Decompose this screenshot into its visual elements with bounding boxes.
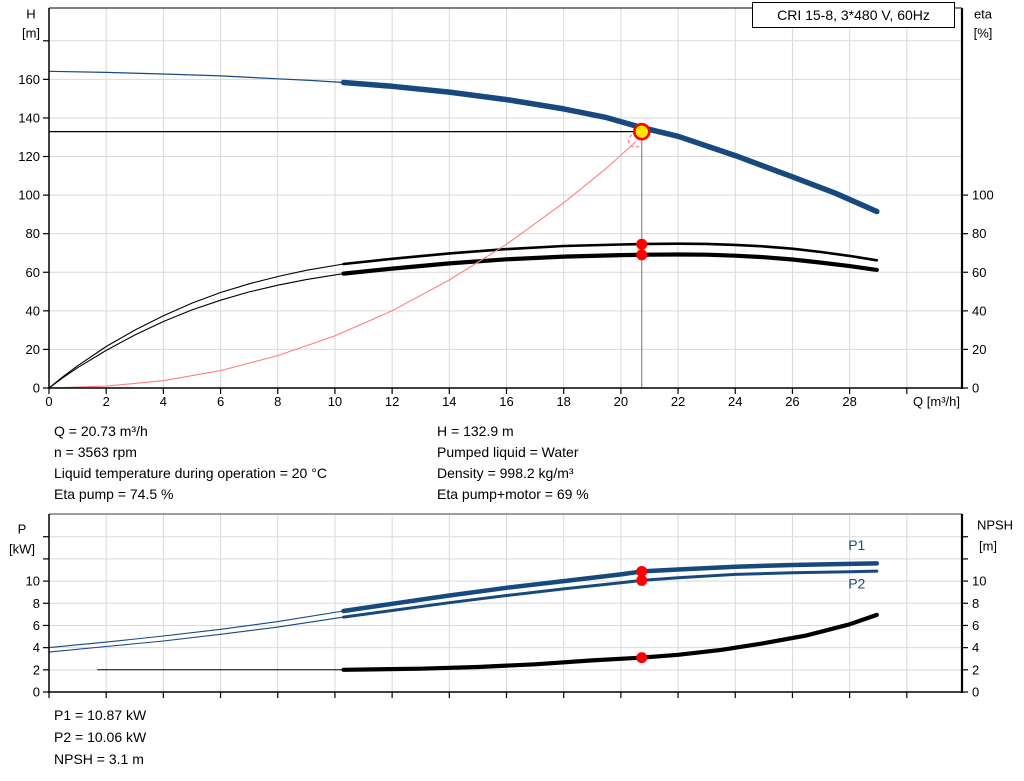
x-tick-label: 16 xyxy=(499,394,513,409)
x-tick-label: 18 xyxy=(556,394,570,409)
p2-curve xyxy=(342,569,879,619)
y-left-tick-label: 10 xyxy=(26,574,40,589)
p1-label: P1 xyxy=(848,537,865,553)
duty-info-left: Q = 20.73 m³/h n = 3563 rpm Liquid tempe… xyxy=(54,421,327,505)
x-tick-label: 14 xyxy=(442,394,456,409)
x-tick-label: 4 xyxy=(160,394,167,409)
y-left-tick-label: 0 xyxy=(33,381,40,396)
pump-type-box: CRI 15-8, 3*480 V, 60Hz xyxy=(752,2,955,28)
duty-info-right: H = 132.9 m Pumped liquid = Water Densit… xyxy=(437,421,589,505)
duty-point[interactable] xyxy=(632,122,651,141)
info-p2: P2 = 10.06 kW xyxy=(54,729,147,745)
left-axis-title: H xyxy=(26,7,35,22)
x-tick-label: 20 xyxy=(614,394,628,409)
eta-pump-curve xyxy=(342,242,879,266)
p1-curve xyxy=(48,610,345,649)
y-left-tick-label: 0 xyxy=(33,685,40,700)
y-left-tick-label: 40 xyxy=(26,303,40,318)
right-axis-title: eta xyxy=(974,7,993,22)
system-duty-circle xyxy=(627,133,643,148)
y-left-tick-label: 6 xyxy=(33,618,40,633)
x-tick-label: 10 xyxy=(328,394,342,409)
eta-pump-motor-curve xyxy=(48,273,345,389)
y-right-tick-label: 60 xyxy=(972,265,986,280)
p2-curve xyxy=(48,616,345,653)
y-right-tick-label: 100 xyxy=(972,188,994,203)
y-right-tick-label: 6 xyxy=(972,618,979,633)
y-left-tick-label: 100 xyxy=(18,188,40,203)
info-flow: Q = 20.73 m³/h xyxy=(54,423,148,439)
y-right-tick-label: 8 xyxy=(972,596,979,611)
p1-point xyxy=(636,565,648,577)
y-left-tick-label: 120 xyxy=(18,149,40,164)
y-right-tick-label: 40 xyxy=(972,303,986,318)
y-right-tick-label: 0 xyxy=(972,685,979,700)
pump-type-label: CRI 15-8, 3*480 V, 60Hz xyxy=(777,7,930,23)
left-axis-unit: [m] xyxy=(22,26,40,41)
y-right-tick-label: 0 xyxy=(972,381,979,396)
right-axis-unit: [m] xyxy=(979,539,997,554)
head-curve xyxy=(340,79,880,215)
eta-pump-motor-point xyxy=(636,249,648,261)
x-tick-label: 24 xyxy=(728,394,742,409)
info-npsh: NPSH = 3.1 m xyxy=(54,751,144,767)
head-curve xyxy=(48,70,345,84)
info-eta-pump: Eta pump = 74.5 % xyxy=(54,486,174,502)
x-tick-label: 28 xyxy=(842,394,856,409)
left-axis-unit: [kW] xyxy=(9,542,35,557)
eta-pump-motor-curve xyxy=(341,252,879,276)
y-left-tick-label: 4 xyxy=(33,640,40,655)
p1-curve xyxy=(341,561,880,614)
right-axis-title: NPSH xyxy=(977,518,1013,533)
x-axis-title: Q [m³/h] xyxy=(913,394,960,409)
p2-point xyxy=(636,574,648,586)
info-head: H = 132.9 m xyxy=(437,423,514,439)
x-tick-label: 12 xyxy=(385,394,399,409)
y-right-tick-label: 10 xyxy=(972,574,986,589)
x-tick-label: 26 xyxy=(785,394,799,409)
y-right-tick-label: 80 xyxy=(972,226,986,241)
x-tick-label: 6 xyxy=(217,394,224,409)
system-curve xyxy=(48,141,636,389)
y-right-tick-label: 20 xyxy=(972,342,986,357)
info-liquid-temperature: Liquid temperature during operation = 20… xyxy=(54,465,327,481)
y-right-tick-label: 4 xyxy=(972,640,979,655)
eta-pump-curve xyxy=(48,263,345,389)
npsh-point xyxy=(636,652,648,664)
power-info: P1 = 10.87 kW P2 = 10.06 kW NPSH = 3.1 m xyxy=(54,704,146,770)
info-eta-pump-motor: Eta pump+motor = 69 % xyxy=(437,486,589,502)
npsh-curve xyxy=(341,612,879,672)
info-p1: P1 = 10.87 kW xyxy=(54,707,147,723)
x-tick-label: 22 xyxy=(671,394,685,409)
p2-label: P2 xyxy=(848,575,865,591)
y-left-tick-label: 2 xyxy=(33,662,40,677)
info-speed: n = 3563 rpm xyxy=(54,444,137,460)
info-pumped-liquid: Pumped liquid = Water xyxy=(437,444,579,460)
right-axis-unit: [%] xyxy=(974,26,993,41)
y-right-tick-label: 2 xyxy=(972,662,979,677)
x-tick-label: 8 xyxy=(274,394,281,409)
eta-pump-point xyxy=(636,238,648,250)
y-left-tick-label: 60 xyxy=(26,265,40,280)
y-left-tick-label: 160 xyxy=(18,72,40,87)
y-left-tick-label: 80 xyxy=(26,226,40,241)
y-left-tick-label: 20 xyxy=(26,342,40,357)
info-density: Density = 998.2 kg/m³ xyxy=(437,465,574,481)
left-axis-title: P xyxy=(18,522,27,537)
y-left-tick-label: 8 xyxy=(33,596,40,611)
y-left-tick-label: 140 xyxy=(18,110,40,125)
x-tick-label: 2 xyxy=(103,394,110,409)
x-tick-label: 0 xyxy=(45,394,52,409)
